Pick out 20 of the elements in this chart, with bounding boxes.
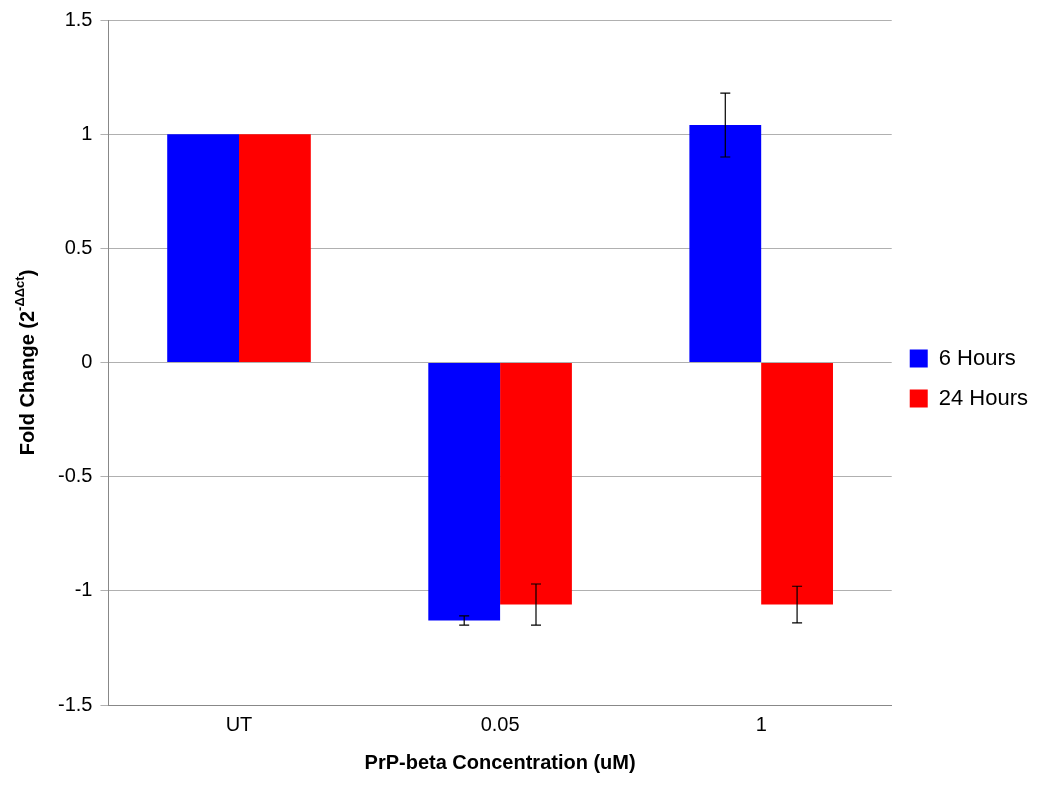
y-tick-label: -0.5 [57, 464, 93, 487]
bar [500, 363, 572, 605]
x-tick-label: 1 [755, 712, 767, 735]
x-tick-label: UT [225, 712, 253, 735]
legend-label: 24 Hours [938, 384, 1029, 410]
y-tick-label: 1.5 [64, 7, 93, 30]
bar [761, 363, 833, 605]
y-tick-label: 1 [81, 121, 93, 144]
y-axis-title: Fold Change (2-ΔΔct) [11, 269, 38, 456]
y-tick-label: 0.5 [64, 235, 93, 258]
legend-label: 6 Hours [938, 344, 1016, 370]
bar [239, 134, 311, 362]
bar [428, 363, 501, 621]
x-tick-label: 0.05 [480, 712, 520, 735]
bar [689, 125, 762, 362]
y-tick-label: -1 [74, 578, 93, 601]
y-tick-label: -1.5 [57, 692, 93, 715]
y-tick-label: 0 [81, 350, 93, 373]
bar [167, 134, 240, 362]
x-axis-title: PrP-beta Concentration (uM) [364, 750, 636, 773]
